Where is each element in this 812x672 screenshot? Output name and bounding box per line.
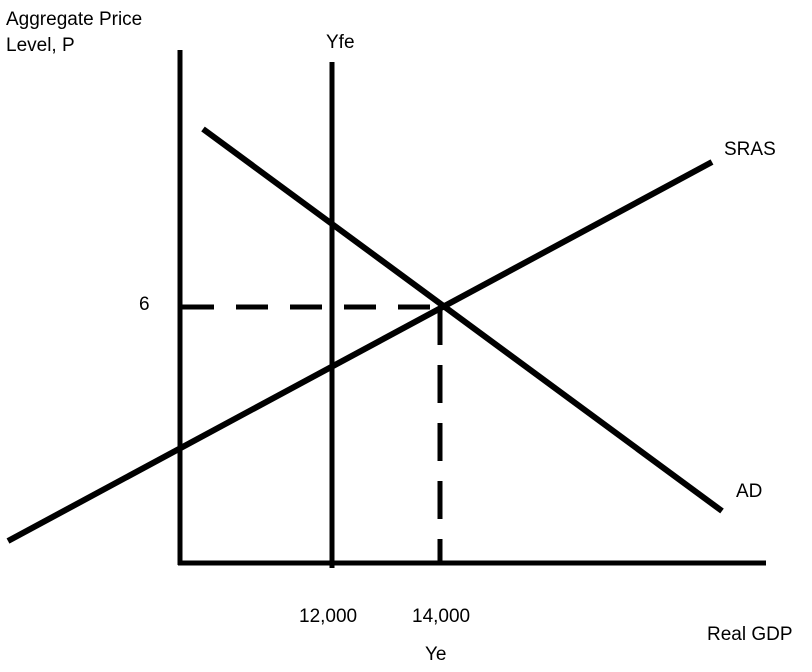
y-axis-label-line1: Aggregate Price (6, 9, 143, 30)
y-axis-label-line2: Level, P (6, 35, 75, 56)
ye-label: Ye (425, 644, 447, 665)
gdp-tick-14000: 14,000 (412, 606, 471, 627)
sras-curve (6, 159, 714, 544)
x-axis-label: Real GDP (707, 624, 793, 645)
price-tick-label: 6 (139, 294, 150, 315)
gdp-tick-12000: 12,000 (299, 606, 358, 627)
sras-label: SRAS (724, 139, 776, 160)
ad-label: AD (736, 481, 763, 502)
yfe-label: Yfe (326, 32, 355, 53)
ad-curve (201, 126, 724, 514)
